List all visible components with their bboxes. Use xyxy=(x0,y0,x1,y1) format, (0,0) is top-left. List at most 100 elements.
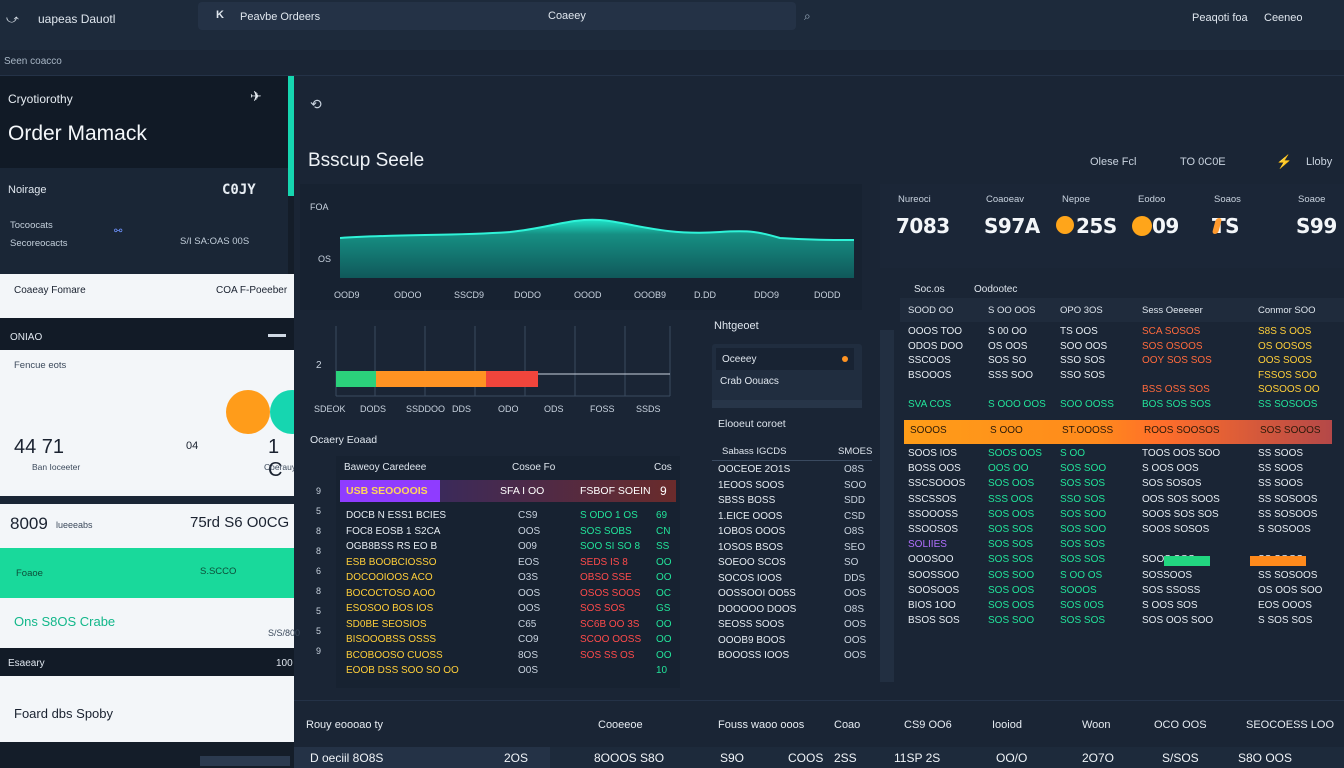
book-cell: SSO SOS xyxy=(1060,493,1106,505)
white-row-right: COA F-Poeeber xyxy=(216,285,288,296)
area-tick-label: DODO xyxy=(514,290,541,300)
mid-left-numbers: 9 5 8 8 6 8 5 5 9 xyxy=(312,486,332,676)
book-cell: SOS SOO xyxy=(988,569,1035,581)
watchlist-item-2[interactable]: Crab Oouacs xyxy=(720,376,779,387)
mid-row-a: O09 xyxy=(518,541,537,552)
book-cell: SOS SOO xyxy=(988,615,1035,627)
book-cell: SSO SOS xyxy=(1060,369,1106,381)
stat-value: S97A xyxy=(984,214,1040,238)
plane-icon: ✈ xyxy=(250,88,262,104)
area-tick-label: DODD xyxy=(814,290,841,300)
green-text-row: Ons S8OS Crabe S/S/800 xyxy=(0,598,300,648)
book-cell: SOS SOS xyxy=(1060,615,1106,627)
book-highlight-cell: S OOO xyxy=(990,425,1023,436)
book-header: Sess Oeeeeer xyxy=(1142,305,1203,316)
order-book: SOOD OO S OO OOS OPO 3OS Sess Oeeeeer Conmor… xyxy=(900,298,1344,678)
bar-tick-label: SSDS xyxy=(636,404,661,414)
gold-token-icon xyxy=(1132,216,1152,236)
price-row-a: OOCEOE 2O1S xyxy=(718,464,791,475)
tab-orders[interactable]: Peavbe Ordeers xyxy=(240,11,321,23)
strip-label: Esaeary xyxy=(8,658,45,669)
book-cell: BSS OSS SOS xyxy=(1142,384,1210,395)
mid-left-number: 8 xyxy=(316,526,322,536)
mid-left-number: 9 xyxy=(316,486,322,496)
section-header: ONIAO xyxy=(0,318,294,350)
book-cell: SSS OOS xyxy=(988,493,1034,505)
book-cell: SOOSSOO xyxy=(908,569,960,581)
book-cell: SOS SOS xyxy=(988,524,1034,535)
green-text: Ons S8OS Crabe xyxy=(14,614,116,629)
top-link-2[interactable]: Ceeneo xyxy=(1264,12,1303,24)
book-cell: SOOSOOS xyxy=(908,584,960,596)
price-row-b: DDS xyxy=(844,572,866,584)
refresh-icon[interactable]: ⟲ xyxy=(310,96,322,112)
stat-value: 25S xyxy=(1076,214,1117,238)
mid-table: Baweoy Caredeee Cosoe Fo Cos USB SEOOOOI… xyxy=(336,456,680,688)
bottom-bar: Rouy eoooao ty Cooeeoe Fouss waoo ooos Coao… xyxy=(294,700,1344,768)
book-cell: SOO OOS xyxy=(1060,340,1108,352)
mid-h3: Cos xyxy=(654,462,672,473)
top-link-1[interactable]: Peaqoti foa xyxy=(1192,12,1248,24)
mid-row-a: CS9 xyxy=(518,510,538,521)
stat-right: 1 C xyxy=(268,436,283,481)
stat-label: Soaoe xyxy=(1298,194,1326,205)
area-tick-label: DDO9 xyxy=(754,290,780,300)
watchlist-item-1[interactable]: Oceeey xyxy=(716,348,854,370)
book-cell: S OOS SOS xyxy=(1142,600,1198,611)
search-bar[interactable] xyxy=(198,2,796,30)
book-cell: OOS OO xyxy=(988,463,1029,475)
area-tick-label: OOOD xyxy=(574,290,602,300)
order-book-highlight[interactable]: SOOOS S OOO ST.OOOSS ROOS SOOSOS SOS SOOOS xyxy=(904,420,1332,444)
book-cell: S 00 OO xyxy=(988,326,1027,337)
book-cell: BOS SOS SOS xyxy=(1142,398,1211,410)
search-icon[interactable]: ⌕ xyxy=(804,9,811,23)
book-cell: SOLIIES xyxy=(908,539,947,551)
stat-big: 44 71 xyxy=(14,436,65,458)
main-link-b[interactable]: TO 0C0E xyxy=(1180,156,1226,168)
mid-row-name: OGB8BSS RS EO B xyxy=(346,541,438,552)
main-link-a[interactable]: Olese Fcl xyxy=(1090,156,1137,168)
book-cell: S OO OS xyxy=(1060,569,1103,581)
green-banner[interactable]: Foaoe S.SCCO xyxy=(0,548,294,598)
book-cell: S OOS OOS xyxy=(1142,463,1199,475)
book-cell: SOS SOS xyxy=(1060,554,1106,566)
mid-left-number: 5 xyxy=(316,506,322,516)
book-cell: SCA SOSOS xyxy=(1142,326,1201,337)
area-y-bot: OS xyxy=(318,254,332,264)
mid-row-b: SOS SS OS xyxy=(580,649,635,661)
bottom-label: Rouy eoooao ty xyxy=(306,719,384,731)
mid-row-b: SOS SOS xyxy=(580,603,626,614)
sidebar-title: Order Mamack xyxy=(8,122,147,145)
main-link-c[interactable]: Lloby xyxy=(1306,156,1333,168)
mid-left-number: 5 xyxy=(316,606,322,616)
price-row-a: 1EOOS SOOS xyxy=(718,479,785,491)
back-arrow-icon[interactable]: ⤻ xyxy=(6,12,19,26)
mid-left-number: 9 xyxy=(316,646,322,656)
scrollbar[interactable] xyxy=(880,330,894,682)
section-menu-icon[interactable] xyxy=(268,334,286,337)
sidebar-white-row[interactable]: Coaeay Fomare COA F-Poeeber xyxy=(0,274,294,318)
book-cell: SOSOOS OO xyxy=(1258,384,1320,395)
area-chart-panel: FOA OS OOD9 ODOO SSCD9 DODO OOOD OOOB9 D.DD DDO… xyxy=(300,184,862,310)
divider xyxy=(0,496,294,504)
sidebar-footer-bar xyxy=(200,756,290,766)
stats-card-label: Fencue eots xyxy=(14,360,67,371)
book-cell: FSSOS SOO xyxy=(1258,369,1317,381)
mid-highlight-row[interactable]: USB SEOOOOIS SFA I OO FSBOF SOEIN 9 xyxy=(340,480,676,502)
book-cell: SOO OOSS xyxy=(1060,398,1114,410)
mid-row-a: O0S xyxy=(518,665,539,676)
book-cell: SSOOOSS xyxy=(908,508,959,520)
bar-gridlines xyxy=(335,326,671,397)
info-sub-3: S/I SA:OAS 00S xyxy=(180,236,250,247)
book-cell: SOS SOO xyxy=(1060,463,1107,475)
area-x-axis: OOD9 ODOO SSCD9 DODO OOOD OOOB9 D.DD DDO9 DODD xyxy=(334,290,854,304)
order-label: Ocaery Eoaad xyxy=(310,434,378,446)
tab-company[interactable]: Coaeey xyxy=(548,10,586,22)
teal-circle-icon xyxy=(270,390,294,434)
green-text-right: S/S/800 xyxy=(268,628,301,638)
bottom-label: Fouss waoo ooos xyxy=(718,719,805,731)
mid-row-a: 8OS xyxy=(518,649,539,661)
stat-value: 09 xyxy=(1152,214,1179,238)
book-cell: BOSS OOS xyxy=(908,463,961,475)
mid-left-number: 8 xyxy=(316,546,322,556)
